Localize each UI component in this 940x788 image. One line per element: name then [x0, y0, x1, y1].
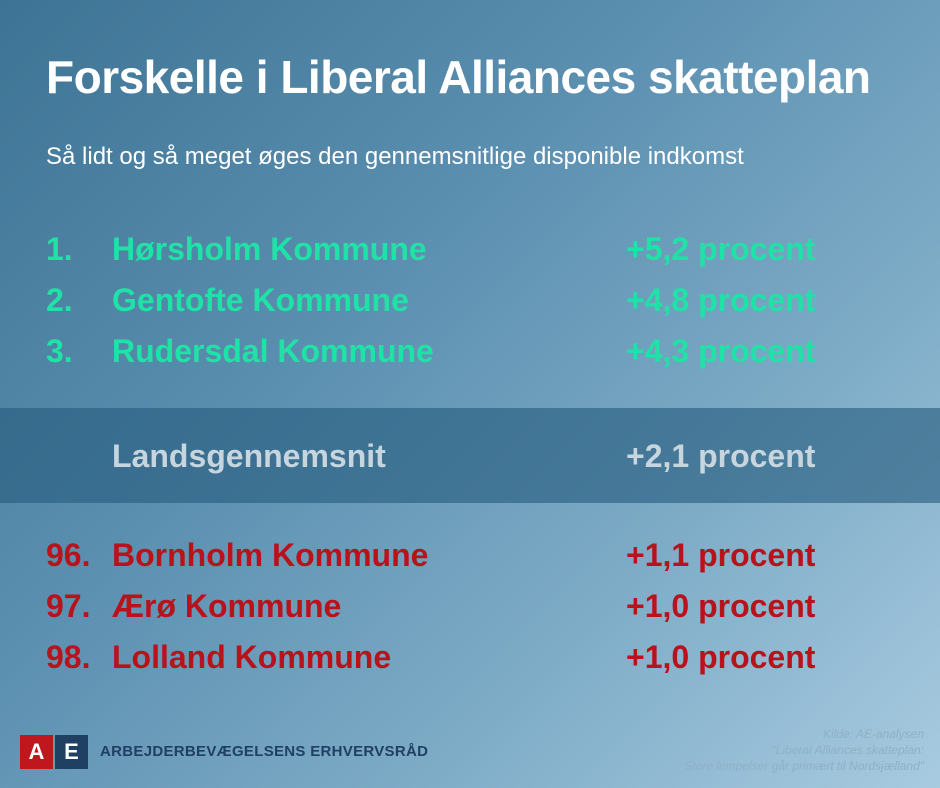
source-line-2: "Liberal Alliances skatteplan:	[771, 743, 924, 757]
logo-text: ARBEJDERBEVÆGELSENS ERHVERVSRÅD	[100, 743, 429, 760]
source-line-3: Store lempelser går primært til Nordsjæl…	[684, 759, 924, 773]
municipality-name: Rudersdal Kommune	[112, 333, 434, 369]
bottom-row-96: 96. Bornholm Kommune +1,1 procent	[0, 530, 940, 580]
bottom-row-98: 98. Lolland Kommune +1,0 procent	[0, 632, 940, 682]
page-title: Forskelle i Liberal Alliances skatteplan	[46, 51, 871, 103]
rank: 3.	[46, 333, 73, 369]
rank: 2.	[46, 282, 73, 318]
rank: 98.	[46, 639, 91, 675]
subtitle: Så lidt og så meget øges den gennemsnitl…	[46, 143, 744, 170]
top-row-1: 1. Hørsholm Kommune +5,2 procent	[0, 224, 940, 274]
national-average-band: Landsgennemsnit +2,1 procent	[0, 408, 940, 503]
municipality-name: Gentofte Kommune	[112, 282, 409, 318]
income-change: +1,0 procent	[626, 639, 816, 675]
bottom-row-97: 97. Ærø Kommune +1,0 procent	[0, 581, 940, 631]
rank: 96.	[46, 537, 91, 573]
logo-a-box: A	[20, 735, 53, 769]
municipality-name: Bornholm Kommune	[112, 537, 429, 573]
logo-e-box: E	[55, 735, 88, 769]
income-change: +5,2 procent	[626, 231, 816, 267]
average-value: +2,1 procent	[626, 438, 816, 474]
source-line-1: Kilde: AE-analysen	[823, 727, 924, 741]
income-change: +1,0 procent	[626, 588, 816, 624]
municipality-name: Lolland Kommune	[112, 639, 392, 675]
income-change: +4,8 procent	[626, 282, 816, 318]
rank: 97.	[46, 588, 91, 624]
average-label: Landsgennemsnit	[112, 438, 386, 474]
municipality-name: Hørsholm Kommune	[112, 231, 427, 267]
income-change: +4,3 procent	[626, 333, 816, 369]
top-row-3: 3. Rudersdal Kommune +4,3 procent	[0, 326, 940, 376]
rank: 1.	[46, 231, 73, 267]
top-row-2: 2. Gentofte Kommune +4,8 procent	[0, 275, 940, 325]
source-note: Kilde: AE-analysen "Liberal Alliances sk…	[684, 726, 924, 774]
income-change: +1,1 procent	[626, 537, 816, 573]
municipality-name: Ærø Kommune	[112, 588, 342, 624]
